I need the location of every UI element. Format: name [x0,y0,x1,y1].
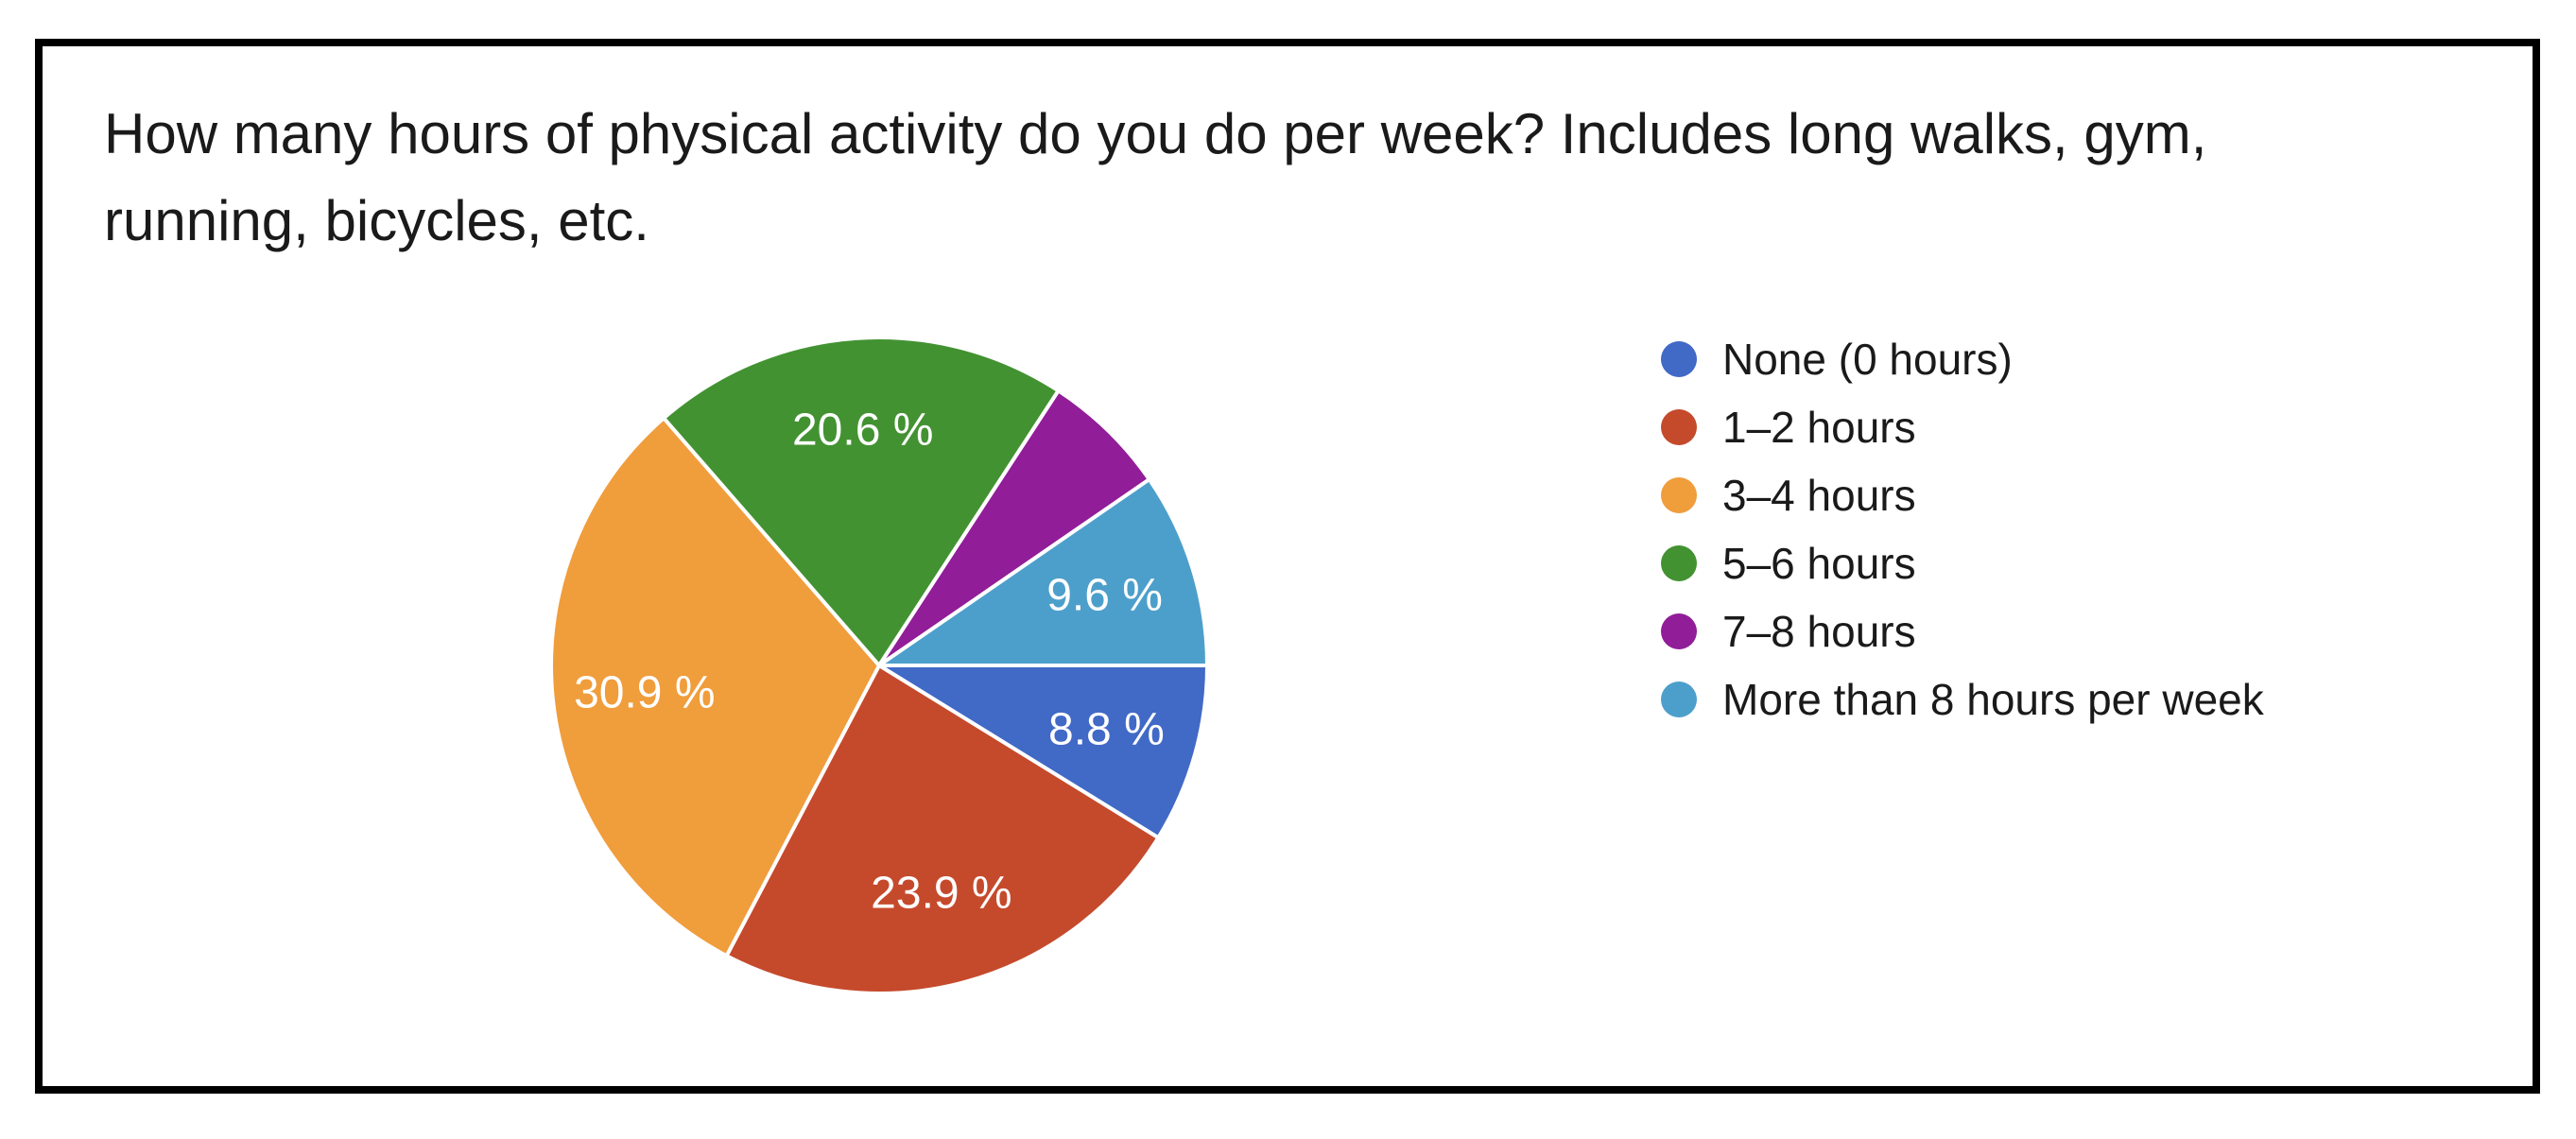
legend-item-5: More than 8 hours per week [1661,665,2264,733]
chart-title-line-2: running, bicycles, etc. [104,189,649,252]
legend-item-4: 7–8 hours [1661,597,2264,665]
pie-slice-4 [877,388,1151,667]
legend-label: 3–4 hours [1722,471,1916,520]
chart-card-border [35,39,2540,1094]
chart-title-line-1: How many hours of physical activity do y… [104,102,2207,165]
legend-swatch-icon [1661,613,1697,649]
pie-slice-2 [549,416,881,958]
pie-slice-1 [724,664,1161,996]
chart-legend: None (0 hours) 1–2 hours 3–4 hours 5–6 hour… [1661,325,2264,733]
legend-swatch-icon [1661,477,1697,513]
pie-slice-label-0: 8.8 % [1048,705,1165,755]
pie-slice-3 [662,336,1061,667]
pie-slice-5 [877,477,1209,667]
legend-label: 1–2 hours [1722,403,1916,452]
legend-label: None (0 hours) [1722,335,2013,384]
pie-slice-label-2: 30.9 % [574,668,715,718]
legend-item-2: 3–4 hours [1661,461,2264,529]
chart-title: How many hours of physical activity do y… [104,91,2206,265]
pie-slice-label-3: 20.6 % [792,405,933,455]
legend-item-0: None (0 hours) [1661,325,2264,393]
pie-slice-label-1: 23.9 % [871,869,1011,919]
pie-slice-0 [877,664,1209,840]
pie-slice-label-5: 9.6 % [1046,570,1163,620]
legend-swatch-icon [1661,409,1697,445]
legend-label: 5–6 hours [1722,539,1916,588]
legend-swatch-icon [1661,545,1697,581]
legend-item-1: 1–2 hours [1661,393,2264,461]
legend-swatch-icon [1661,341,1697,377]
legend-swatch-icon [1661,682,1697,717]
legend-label: 7–8 hours [1722,607,1916,656]
legend-item-3: 5–6 hours [1661,529,2264,597]
legend-label: More than 8 hours per week [1722,675,2264,724]
